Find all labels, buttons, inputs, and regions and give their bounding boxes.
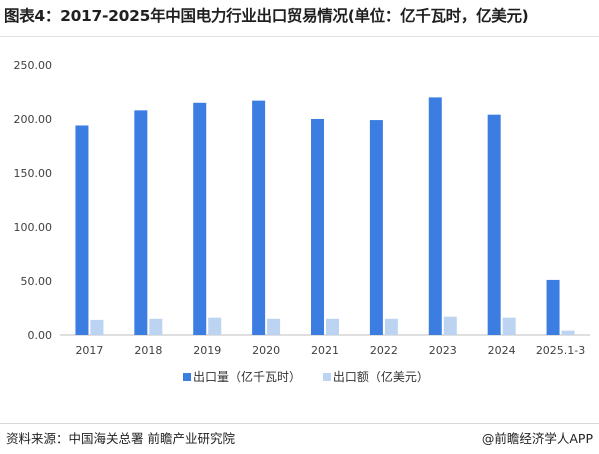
x-tick-label: 2024 <box>488 344 516 357</box>
y-tick-label: 200.00 <box>14 113 53 126</box>
bar-export-value <box>149 318 163 335</box>
bar-export-volume <box>369 120 383 335</box>
x-tick-label: 2021 <box>311 344 339 357</box>
footer-divider <box>0 423 599 424</box>
y-tick-label: 250.00 <box>14 59 53 72</box>
source-note: 资料来源：中国海关总署 前瞻产业研究院 <box>6 431 235 446</box>
legend-label-export-value: 出口额（亿美元） <box>332 370 429 384</box>
bar-chart: 0.00 50.00 100.00 150.00 200.00 250.00 2017 201… <box>14 59 590 357</box>
legend-label-export-volume: 出口量（亿千瓦时） <box>193 370 302 384</box>
bar-export-value <box>267 318 281 335</box>
bar-export-value <box>384 318 398 335</box>
brand-tag: @前瞻经济学人APP <box>481 431 593 446</box>
bar-export-value <box>90 319 104 335</box>
title-divider <box>0 36 599 37</box>
x-tick-label: 2025.1-3 <box>536 344 585 357</box>
chart-title: 图表4：2017-2025年中国电力行业出口贸易情况(单位：亿千瓦时，亿美元) <box>4 7 529 25</box>
x-tick-label: 2017 <box>75 344 103 357</box>
y-tick-label: 150.00 <box>14 167 53 180</box>
y-tick-label: 0.00 <box>28 329 53 342</box>
x-tick-label: 2019 <box>193 344 221 357</box>
bar-export-volume <box>428 97 442 336</box>
legend-swatch-export-volume <box>183 373 191 381</box>
legend-item-export-volume: 出口量（亿千瓦时） <box>183 368 301 385</box>
bar-export-volume <box>311 119 324 335</box>
bar-export-volume <box>252 100 266 335</box>
bar-export-value <box>326 318 339 335</box>
legend-item-export-value: 出口额（亿美元） <box>322 368 429 385</box>
x-tick-label: 2022 <box>370 344 398 357</box>
bar-export-value <box>208 317 222 335</box>
x-tick-label: 2023 <box>429 344 457 357</box>
chart-legend: 出口量（亿千瓦时） 出口额（亿美元） <box>183 368 447 385</box>
bar-export-value <box>443 316 457 335</box>
bar-export-volume <box>75 125 89 335</box>
bar-export-volume <box>193 102 207 335</box>
bar-export-volume <box>134 110 148 335</box>
y-tick-label: 50.00 <box>21 275 53 288</box>
bar-export-volume <box>487 114 501 336</box>
legend-swatch-export-value <box>322 373 331 381</box>
bar-export-value <box>502 317 516 335</box>
x-tick-label: 2018 <box>134 344 162 357</box>
y-tick-label: 100.00 <box>14 221 53 234</box>
bar-export-value <box>561 330 575 335</box>
x-tick-label: 2020 <box>252 344 280 357</box>
bar-export-volume <box>546 279 560 335</box>
